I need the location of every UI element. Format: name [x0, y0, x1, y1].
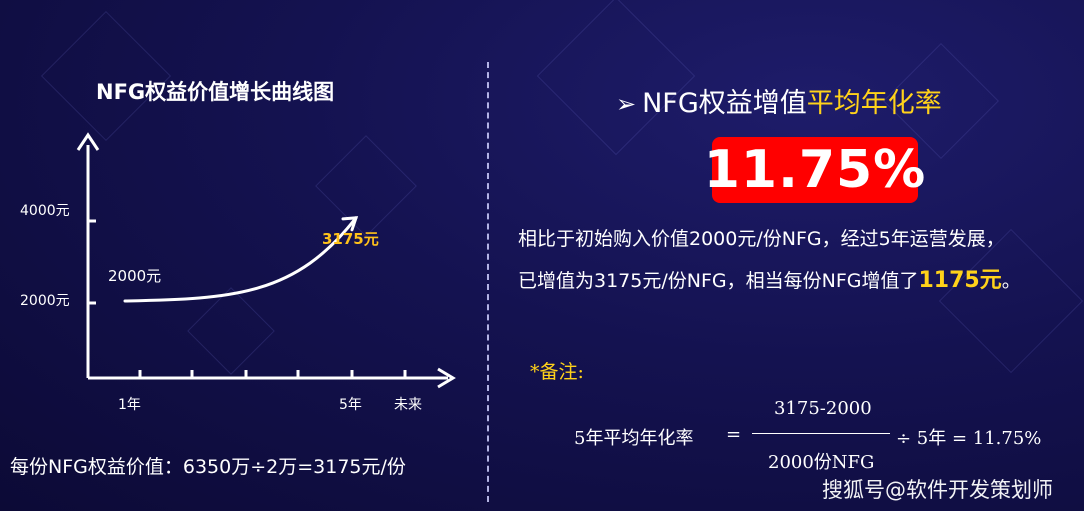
increase-amount: 1175元: [918, 268, 1002, 293]
rate-value: 11.75%: [703, 140, 927, 200]
description-line-2-prefix: 已增值为3175元/份NFG，相当每份NFG增值了: [518, 270, 919, 292]
description-line-2-suffix: 。: [1001, 270, 1021, 292]
y-axis-arrow: [76, 132, 100, 151]
value-per-share-formula: 每份NFG权益价值：6350万÷2万=3175元/份: [10, 456, 406, 478]
formula-equals: =: [726, 424, 742, 445]
watermark: 搜狐号@软件开发策划师: [822, 478, 1053, 502]
growth-curve: [123, 216, 358, 303]
rate-heading-prefix: NFG权益增值: [642, 88, 807, 119]
vertical-divider: [487, 62, 489, 502]
end-value-label: 3175元: [322, 230, 379, 248]
chart-title: NFG权益价值增长曲线图: [96, 80, 335, 104]
rate-badge: 11.75%: [704, 137, 925, 203]
x-tick-5yr: 5年: [339, 397, 362, 413]
formula-numerator: 3175-2000: [774, 398, 872, 419]
x-axis-arrow: [437, 367, 456, 389]
chart-axes: [76, 132, 456, 389]
fraction-bar: [752, 433, 890, 434]
y-tick-4000: 4000元: [20, 203, 70, 219]
x-tick-future: 未来: [394, 397, 422, 413]
formula-denominator: 2000份NFG: [768, 452, 875, 473]
growth-curve-arrowhead: [341, 216, 359, 232]
description-line-1: 相比于初始购入价值2000元/份NFG，经过5年运营发展，: [518, 228, 1005, 250]
rate-heading: ➢ NFG权益增值平均年化率: [616, 81, 942, 120]
arrow-right-icon: ➢: [616, 90, 637, 118]
y-tick-2000: 2000元: [20, 293, 70, 309]
note-label: *备注:: [530, 361, 584, 383]
chart-marks: [123, 216, 359, 303]
start-value-label: 2000元: [108, 267, 162, 285]
x-tick-1yr: 1年: [118, 397, 141, 413]
formula-lhs: 5年平均年化率: [574, 428, 694, 449]
rate-heading-accent: 平均年化率: [806, 88, 942, 119]
description-line-2: 已增值为3175元/份NFG，相当每份NFG增值了1175元。: [518, 262, 1021, 294]
formula-rhs: ÷ 5年 = 11.75%: [896, 428, 1042, 449]
